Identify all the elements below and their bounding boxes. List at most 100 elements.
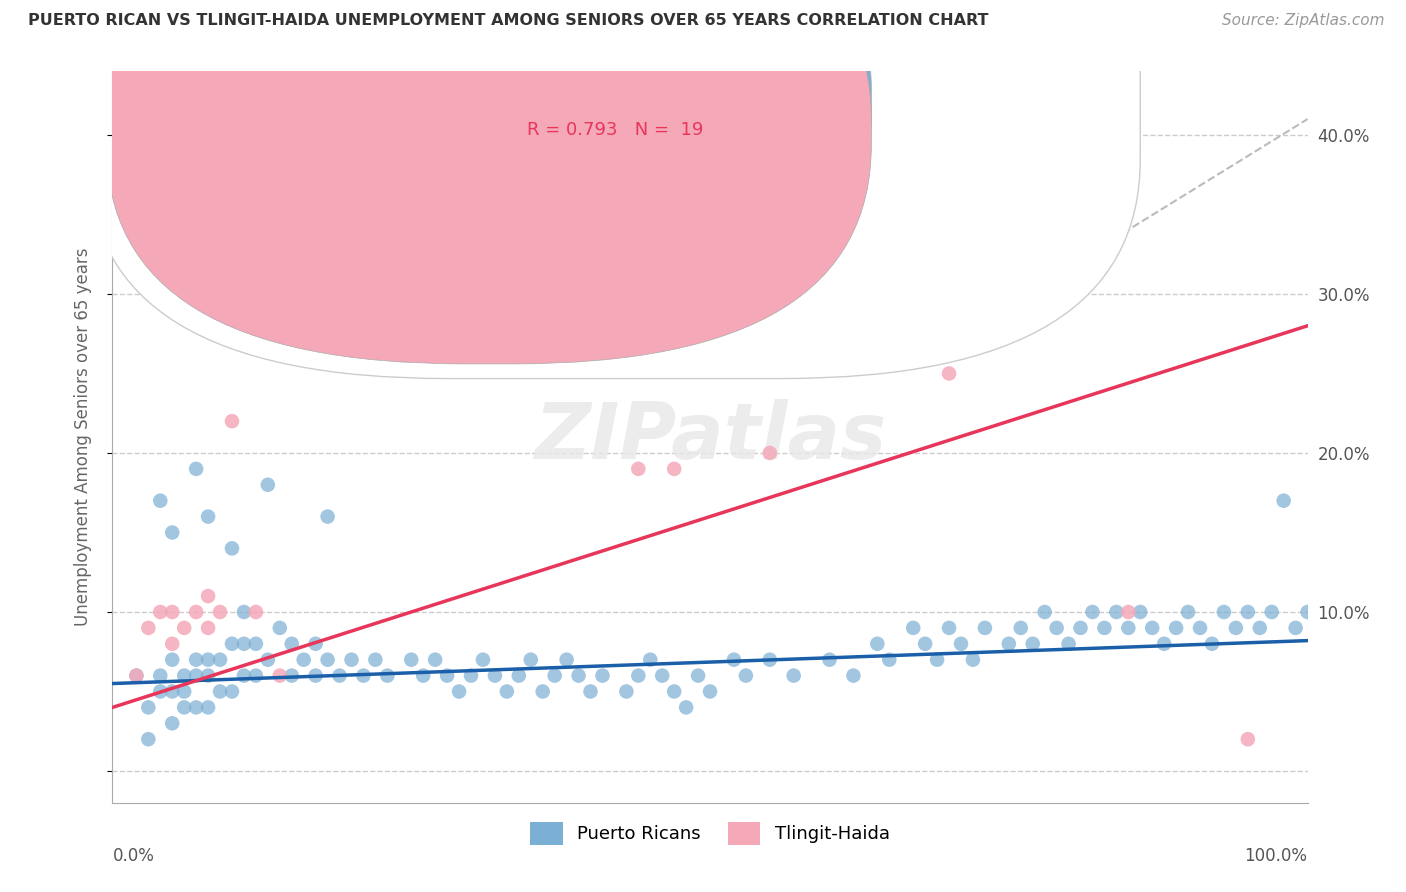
Point <box>555 653 578 667</box>
Point <box>484 668 506 682</box>
Point <box>1105 605 1128 619</box>
Point <box>1070 621 1092 635</box>
Point <box>173 621 195 635</box>
Point <box>914 637 936 651</box>
Point <box>186 700 208 714</box>
Point <box>138 732 160 747</box>
FancyBboxPatch shape <box>89 0 1140 378</box>
Point <box>1118 605 1140 619</box>
Point <box>425 653 447 667</box>
Point <box>938 621 960 635</box>
Point <box>173 700 195 714</box>
Point <box>209 684 232 698</box>
Point <box>197 589 219 603</box>
Point <box>998 637 1021 651</box>
Point <box>269 668 291 682</box>
Point <box>1081 605 1104 619</box>
Point <box>927 653 949 667</box>
Point <box>520 653 543 667</box>
Point <box>173 668 195 682</box>
Text: 100.0%: 100.0% <box>1244 847 1308 864</box>
Point <box>496 684 519 698</box>
Point <box>1010 621 1032 635</box>
FancyBboxPatch shape <box>107 0 872 364</box>
Point <box>436 668 458 682</box>
Point <box>149 493 172 508</box>
Point <box>543 668 565 682</box>
Point <box>233 605 256 619</box>
Point <box>1272 493 1295 508</box>
Point <box>1237 732 1260 747</box>
Point <box>305 637 328 651</box>
Point <box>675 700 697 714</box>
Point <box>938 367 960 381</box>
Point <box>149 605 172 619</box>
Point <box>292 653 315 667</box>
Point <box>281 668 304 682</box>
Point <box>209 605 232 619</box>
Point <box>377 668 399 682</box>
Point <box>592 668 614 682</box>
Point <box>1261 605 1284 619</box>
Point <box>162 684 183 698</box>
Point <box>186 668 208 682</box>
Point <box>401 653 423 667</box>
Point <box>173 207 195 221</box>
Text: 0.0%: 0.0% <box>112 847 155 864</box>
Point <box>221 541 243 556</box>
Point <box>699 684 721 698</box>
Point <box>186 653 208 667</box>
Point <box>1142 621 1164 635</box>
Point <box>1296 605 1319 619</box>
Point <box>197 668 219 682</box>
Point <box>508 668 530 682</box>
Point <box>1285 621 1308 635</box>
Point <box>162 525 183 540</box>
Point <box>688 668 710 682</box>
Point <box>1033 605 1056 619</box>
Point <box>1237 605 1260 619</box>
Point <box>245 637 267 651</box>
Text: R = 0.793   N =  19: R = 0.793 N = 19 <box>527 121 703 139</box>
Point <box>759 653 782 667</box>
Point <box>664 462 686 476</box>
Point <box>627 668 650 682</box>
Point <box>197 653 219 667</box>
Point <box>664 684 686 698</box>
Point <box>1046 621 1069 635</box>
Point <box>640 653 662 667</box>
Point <box>233 637 256 651</box>
Point <box>138 700 160 714</box>
Point <box>162 716 183 731</box>
Text: R = 0.150   N = 113: R = 0.150 N = 113 <box>527 92 709 110</box>
Point <box>866 637 889 651</box>
Point <box>818 653 841 667</box>
Point <box>759 446 782 460</box>
Point <box>257 477 280 491</box>
Text: ZIPatlas: ZIPatlas <box>534 399 886 475</box>
Point <box>316 509 339 524</box>
Point <box>1057 637 1080 651</box>
Point <box>1153 637 1175 651</box>
Point <box>221 414 243 428</box>
Point <box>197 621 219 635</box>
Point <box>364 653 387 667</box>
Point <box>209 653 232 667</box>
FancyBboxPatch shape <box>107 0 872 334</box>
Point <box>197 509 219 524</box>
Point <box>316 653 339 667</box>
Point <box>125 668 148 682</box>
Point <box>1177 605 1199 619</box>
Point <box>460 668 482 682</box>
Point <box>149 668 172 682</box>
Point <box>1094 621 1116 635</box>
Point <box>974 621 997 635</box>
Point <box>651 668 673 682</box>
Point <box>162 653 183 667</box>
Point <box>257 653 280 667</box>
Point <box>221 684 243 698</box>
Point <box>352 668 374 682</box>
Y-axis label: Unemployment Among Seniors over 65 years: Unemployment Among Seniors over 65 years <box>73 248 91 626</box>
Point <box>340 653 363 667</box>
Point <box>735 668 758 682</box>
